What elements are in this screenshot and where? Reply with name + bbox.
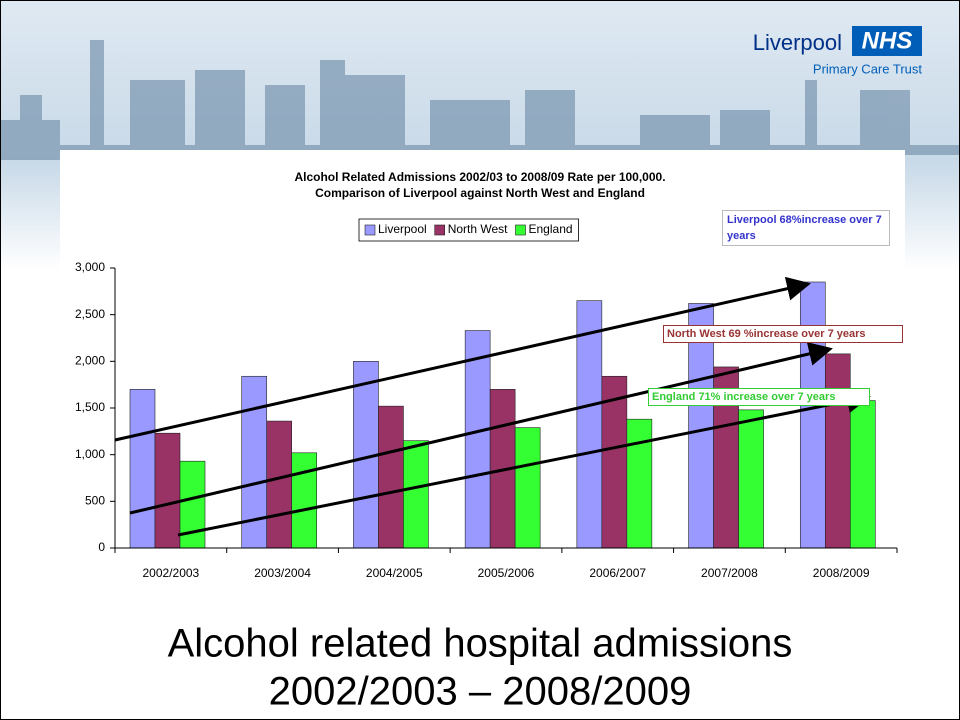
- legend-label: Liverpool: [378, 222, 427, 236]
- y-tick-label: 1,000: [75, 447, 105, 461]
- x-tick-label: 2003/2004: [254, 566, 311, 580]
- y-tick-label: 0: [98, 540, 105, 554]
- slide-title: 2002/2003 – 2008/2009: [269, 670, 692, 714]
- x-tick-label: 2005/2006: [478, 566, 535, 580]
- bar: [514, 427, 541, 549]
- bar: [464, 330, 491, 549]
- bar: [799, 281, 826, 549]
- y-tick-label: 2,500: [75, 307, 105, 321]
- legend-swatch: [434, 224, 446, 236]
- bar: [403, 440, 429, 549]
- annotation: Liverpool 68%increase over 7 years: [722, 210, 890, 246]
- x-tick-label: 2004/2005: [366, 566, 423, 580]
- trend-arrow: [177, 389, 871, 537]
- legend-swatch: [515, 224, 526, 236]
- bar: [266, 420, 293, 549]
- legend-box: [358, 218, 579, 242]
- logo-box: [852, 26, 922, 56]
- y-tick-label: 3,000: [75, 260, 105, 274]
- x-tick-label: 2002/2003: [142, 566, 199, 580]
- bar: [849, 400, 876, 549]
- slide-title: Alcohol related hospital admissions: [168, 622, 793, 666]
- trend-arrow: [114, 276, 811, 442]
- x-tick-label: 2007/2008: [701, 566, 758, 580]
- organisation-subtitle: Primary Care Trust: [813, 61, 922, 76]
- y-tick-label: 500: [85, 494, 105, 508]
- bar: [154, 432, 181, 549]
- bar: [688, 303, 714, 549]
- legend-label: North West: [448, 222, 508, 236]
- y-tick-label: 2,000: [75, 354, 105, 368]
- bar: [129, 389, 156, 549]
- trend-arrow: [129, 342, 833, 515]
- bar: [738, 409, 764, 549]
- x-tick-label: 2008/2009: [813, 566, 870, 580]
- bar: [824, 353, 851, 549]
- organisation: Liverpool: [753, 30, 842, 55]
- y-tick-label: 1,500: [75, 400, 105, 414]
- x-tick-label: 2006/2007: [589, 566, 646, 580]
- chart-subtitle: Comparison of Liverpool against North We…: [315, 186, 645, 200]
- annotation: North West 69 %increase over 7 years: [663, 325, 903, 343]
- bar: [378, 405, 404, 549]
- bar: [576, 300, 603, 549]
- bar: [291, 452, 318, 549]
- bar: [626, 418, 653, 549]
- legend-label: England: [529, 222, 573, 236]
- annotation: England 71% increase over 7 years: [648, 388, 870, 406]
- chart-title: Alcohol Related Admissions 2002/03 to 20…: [294, 170, 665, 184]
- logo: NHS: [862, 27, 913, 54]
- bar: [601, 375, 628, 549]
- legend-swatch: [364, 224, 376, 236]
